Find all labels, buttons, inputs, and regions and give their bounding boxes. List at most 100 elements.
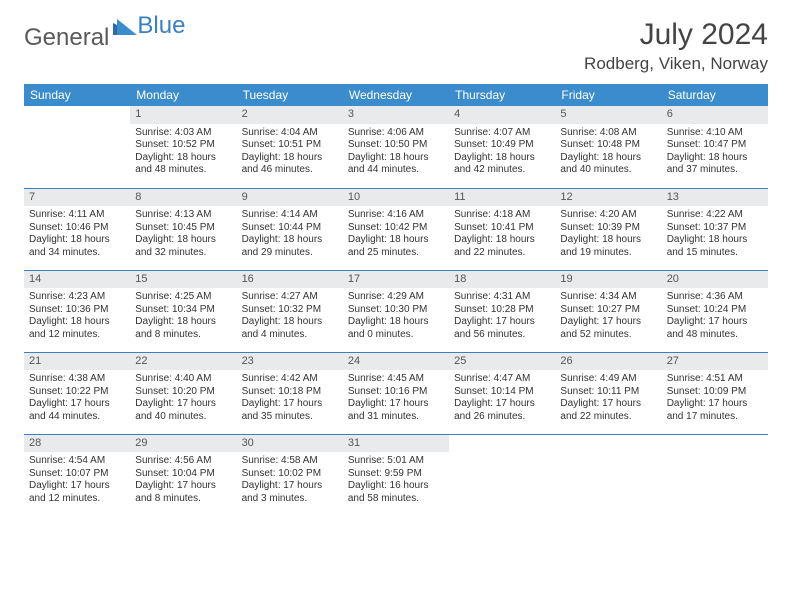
sunrise-text: Sunrise: 4:07 AM [454, 127, 550, 140]
sunrise-text: Sunrise: 4:51 AM [667, 373, 763, 386]
day-content: Sunrise: 4:51 AMSunset: 10:09 PMDaylight… [662, 370, 768, 425]
day-content: Sunrise: 4:23 AMSunset: 10:36 PMDaylight… [24, 288, 130, 343]
sunset-text: Sunset: 10:47 PM [667, 139, 763, 152]
calendar-day-cell: 29Sunrise: 4:56 AMSunset: 10:04 PMDaylig… [130, 434, 236, 516]
sunset-text: Sunset: 10:02 PM [242, 468, 338, 481]
sunset-text: Sunset: 10:24 PM [667, 304, 763, 317]
day-content: Sunrise: 4:38 AMSunset: 10:22 PMDaylight… [24, 370, 130, 425]
calendar-day-cell: 18Sunrise: 4:31 AMSunset: 10:28 PMDaylig… [449, 270, 555, 352]
day-content: Sunrise: 4:18 AMSunset: 10:41 PMDaylight… [449, 206, 555, 261]
daylight-text: Daylight: 17 hours and 12 minutes. [29, 480, 125, 505]
sunset-text: Sunset: 10:20 PM [135, 386, 231, 399]
sunrise-text: Sunrise: 4:34 AM [560, 291, 656, 304]
day-content: Sunrise: 4:11 AMSunset: 10:46 PMDaylight… [24, 206, 130, 261]
sunset-text: Sunset: 10:11 PM [560, 386, 656, 399]
calendar-week-row: 28Sunrise: 4:54 AMSunset: 10:07 PMDaylig… [24, 434, 768, 516]
day-number: 13 [662, 189, 768, 207]
weekday-header: Friday [555, 84, 661, 106]
daylight-text: Daylight: 17 hours and 48 minutes. [667, 316, 763, 341]
calendar-day-cell [662, 434, 768, 516]
calendar-day-cell: 27Sunrise: 4:51 AMSunset: 10:09 PMDaylig… [662, 352, 768, 434]
calendar-table: Sunday Monday Tuesday Wednesday Thursday… [24, 84, 768, 516]
day-number: 8 [130, 189, 236, 207]
sunset-text: Sunset: 10:22 PM [29, 386, 125, 399]
day-content: Sunrise: 4:47 AMSunset: 10:14 PMDaylight… [449, 370, 555, 425]
day-content: Sunrise: 4:54 AMSunset: 10:07 PMDaylight… [24, 452, 130, 507]
daylight-text: Daylight: 18 hours and 25 minutes. [348, 234, 444, 259]
sunrise-text: Sunrise: 4:23 AM [29, 291, 125, 304]
day-content: Sunrise: 4:29 AMSunset: 10:30 PMDaylight… [343, 288, 449, 343]
daylight-text: Daylight: 18 hours and 22 minutes. [454, 234, 550, 259]
location-text: Rodberg, Viken, Norway [584, 54, 768, 74]
daylight-text: Daylight: 18 hours and 4 minutes. [242, 316, 338, 341]
day-content: Sunrise: 4:36 AMSunset: 10:24 PMDaylight… [662, 288, 768, 343]
daylight-text: Daylight: 16 hours and 58 minutes. [348, 480, 444, 505]
brand-part2: Blue [137, 12, 185, 40]
day-number: 5 [555, 106, 661, 124]
day-content: Sunrise: 4:25 AMSunset: 10:34 PMDaylight… [130, 288, 236, 343]
calendar-day-cell: 17Sunrise: 4:29 AMSunset: 10:30 PMDaylig… [343, 270, 449, 352]
calendar-day-cell: 21Sunrise: 4:38 AMSunset: 10:22 PMDaylig… [24, 352, 130, 434]
day-number: 26 [555, 353, 661, 371]
daylight-text: Daylight: 18 hours and 19 minutes. [560, 234, 656, 259]
day-content: Sunrise: 4:58 AMSunset: 10:02 PMDaylight… [237, 452, 343, 507]
day-content: Sunrise: 4:14 AMSunset: 10:44 PMDaylight… [237, 206, 343, 261]
sunset-text: Sunset: 10:46 PM [29, 222, 125, 235]
calendar-day-cell: 22Sunrise: 4:40 AMSunset: 10:20 PMDaylig… [130, 352, 236, 434]
sunrise-text: Sunrise: 4:49 AM [560, 373, 656, 386]
calendar-day-cell: 24Sunrise: 4:45 AMSunset: 10:16 PMDaylig… [343, 352, 449, 434]
day-number: 20 [662, 271, 768, 289]
daylight-text: Daylight: 18 hours and 48 minutes. [135, 152, 231, 177]
weekday-header-row: Sunday Monday Tuesday Wednesday Thursday… [24, 84, 768, 106]
day-content: Sunrise: 4:10 AMSunset: 10:47 PMDaylight… [662, 124, 768, 179]
day-number: 4 [449, 106, 555, 124]
sunrise-text: Sunrise: 4:11 AM [29, 209, 125, 222]
weekday-header: Wednesday [343, 84, 449, 106]
calendar-day-cell: 13Sunrise: 4:22 AMSunset: 10:37 PMDaylig… [662, 188, 768, 270]
sunset-text: Sunset: 10:27 PM [560, 304, 656, 317]
day-content: Sunrise: 4:20 AMSunset: 10:39 PMDaylight… [555, 206, 661, 261]
calendar-day-cell: 20Sunrise: 4:36 AMSunset: 10:24 PMDaylig… [662, 270, 768, 352]
logo-triangle-icon [113, 14, 137, 42]
daylight-text: Daylight: 18 hours and 40 minutes. [560, 152, 656, 177]
day-content: Sunrise: 4:06 AMSunset: 10:50 PMDaylight… [343, 124, 449, 179]
calendar-day-cell: 10Sunrise: 4:16 AMSunset: 10:42 PMDaylig… [343, 188, 449, 270]
day-content: Sunrise: 4:42 AMSunset: 10:18 PMDaylight… [237, 370, 343, 425]
calendar-day-cell: 2Sunrise: 4:04 AMSunset: 10:51 PMDayligh… [237, 106, 343, 188]
day-number: 7 [24, 189, 130, 207]
daylight-text: Daylight: 18 hours and 42 minutes. [454, 152, 550, 177]
sunset-text: Sunset: 10:39 PM [560, 222, 656, 235]
calendar-day-cell: 1Sunrise: 4:03 AMSunset: 10:52 PMDayligh… [130, 106, 236, 188]
day-number: 25 [449, 353, 555, 371]
sunset-text: Sunset: 10:30 PM [348, 304, 444, 317]
day-content: Sunrise: 4:40 AMSunset: 10:20 PMDaylight… [130, 370, 236, 425]
sunrise-text: Sunrise: 4:13 AM [135, 209, 231, 222]
day-number: 16 [237, 271, 343, 289]
weekday-header: Thursday [449, 84, 555, 106]
day-number: 3 [343, 106, 449, 124]
sunset-text: Sunset: 9:59 PM [348, 468, 444, 481]
daylight-text: Daylight: 18 hours and 37 minutes. [667, 152, 763, 177]
daylight-text: Daylight: 18 hours and 32 minutes. [135, 234, 231, 259]
sunrise-text: Sunrise: 4:10 AM [667, 127, 763, 140]
sunset-text: Sunset: 10:49 PM [454, 139, 550, 152]
calendar-day-cell [449, 434, 555, 516]
daylight-text: Daylight: 17 hours and 8 minutes. [135, 480, 231, 505]
sunrise-text: Sunrise: 4:56 AM [135, 455, 231, 468]
sunrise-text: Sunrise: 4:08 AM [560, 127, 656, 140]
daylight-text: Daylight: 18 hours and 29 minutes. [242, 234, 338, 259]
calendar-day-cell: 8Sunrise: 4:13 AMSunset: 10:45 PMDayligh… [130, 188, 236, 270]
day-number: 12 [555, 189, 661, 207]
day-content: Sunrise: 4:45 AMSunset: 10:16 PMDaylight… [343, 370, 449, 425]
calendar-day-cell: 25Sunrise: 4:47 AMSunset: 10:14 PMDaylig… [449, 352, 555, 434]
day-content: Sunrise: 4:13 AMSunset: 10:45 PMDaylight… [130, 206, 236, 261]
sunset-text: Sunset: 10:14 PM [454, 386, 550, 399]
calendar-week-row: 1Sunrise: 4:03 AMSunset: 10:52 PMDayligh… [24, 106, 768, 188]
calendar-day-cell: 12Sunrise: 4:20 AMSunset: 10:39 PMDaylig… [555, 188, 661, 270]
day-number: 29 [130, 435, 236, 453]
sunrise-text: Sunrise: 4:25 AM [135, 291, 231, 304]
sunset-text: Sunset: 10:09 PM [667, 386, 763, 399]
day-number: 22 [130, 353, 236, 371]
sunrise-text: Sunrise: 4:45 AM [348, 373, 444, 386]
sunrise-text: Sunrise: 4:42 AM [242, 373, 338, 386]
